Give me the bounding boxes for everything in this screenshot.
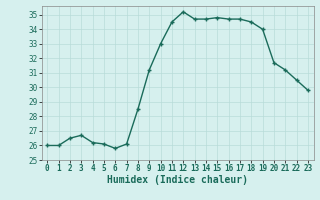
- X-axis label: Humidex (Indice chaleur): Humidex (Indice chaleur): [107, 175, 248, 185]
